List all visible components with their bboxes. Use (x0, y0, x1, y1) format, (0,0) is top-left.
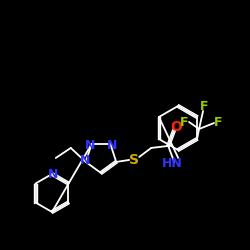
Text: N: N (107, 138, 118, 151)
Text: F: F (200, 100, 208, 114)
Text: F: F (180, 116, 188, 128)
Text: F: F (214, 116, 222, 130)
Text: O: O (170, 120, 182, 134)
Text: N: N (84, 138, 95, 151)
Text: N: N (48, 168, 58, 180)
Text: S: S (129, 153, 139, 167)
Text: N: N (80, 154, 90, 168)
Text: HN: HN (162, 158, 182, 170)
